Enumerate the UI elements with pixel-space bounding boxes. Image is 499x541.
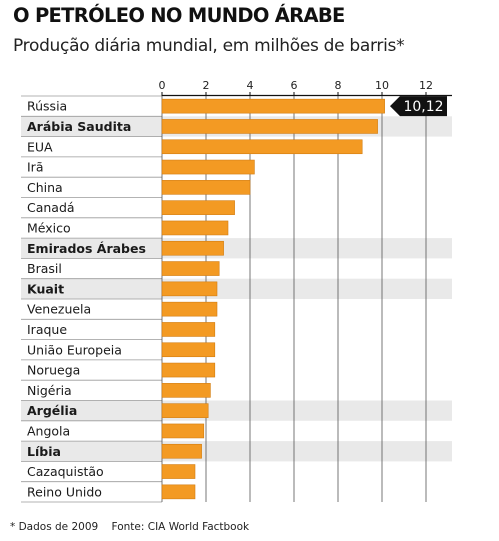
bar <box>161 423 205 439</box>
category-label: Reino Unido <box>27 484 102 499</box>
bar <box>161 159 255 175</box>
bar <box>161 220 229 236</box>
tick-label: 0 <box>159 79 166 92</box>
bar <box>161 484 196 500</box>
bar <box>161 281 218 297</box>
bar <box>161 403 209 418</box>
tick-label: 8 <box>335 79 342 92</box>
category-label: Argélia <box>27 403 77 418</box>
category-label: Irã <box>27 160 44 175</box>
bar <box>161 261 220 276</box>
bar <box>161 139 363 155</box>
category-label: Noruega <box>27 363 80 378</box>
bar <box>161 464 196 479</box>
category-label: Kuait <box>27 281 64 296</box>
category-label: Venezuela <box>27 302 91 317</box>
category-label: Emirados Árabes <box>27 241 146 256</box>
value-callout <box>390 96 447 117</box>
highlight-band <box>21 400 452 421</box>
bar <box>161 342 216 358</box>
bar <box>161 180 251 195</box>
highlight-band <box>21 441 452 462</box>
category-label: Angola <box>27 423 70 438</box>
category-label: Brasil <box>27 261 62 276</box>
category-label: Rússia <box>27 99 67 114</box>
category-label: Canadá <box>27 200 75 215</box>
category-label: Arábia Saudita <box>27 119 131 134</box>
bar <box>161 383 211 398</box>
tick-label: 2 <box>203 79 210 92</box>
footnote-source: Fonte: CIA World Factbook <box>111 521 250 533</box>
footnote-note: * Dados de 2009 <box>10 521 99 533</box>
tick-label: 12 <box>419 79 433 92</box>
bar <box>161 240 224 256</box>
footnote: * Dados de 2009 Fonte: CIA World Factboo… <box>10 521 249 533</box>
chart-subtitle: Produção diária mundial, em milhões de b… <box>13 36 405 56</box>
value-callout-label: 10,12 <box>403 99 443 115</box>
bar <box>161 200 235 215</box>
bar <box>161 322 216 337</box>
tick-label: 4 <box>247 79 254 92</box>
category-label: México <box>27 220 71 235</box>
highlight-band <box>21 238 452 259</box>
category-label: Cazaquistão <box>27 464 104 479</box>
bar <box>161 362 216 378</box>
bar <box>161 119 378 134</box>
category-label: Líbia <box>27 444 61 459</box>
chart-title: O PETRÓLEO NO MUNDO ÁRABE <box>13 4 345 27</box>
bar <box>161 98 385 114</box>
category-label: Iraque <box>27 322 67 337</box>
tick-label: 6 <box>291 79 298 92</box>
bar <box>161 443 202 459</box>
category-label: EUA <box>27 139 53 154</box>
category-label: China <box>27 180 63 195</box>
bar <box>161 301 218 317</box>
highlight-band <box>21 278 452 299</box>
tick-label: 10 <box>375 79 389 92</box>
category-label: Nigéria <box>27 383 72 398</box>
category-label: União Europeia <box>27 342 122 357</box>
